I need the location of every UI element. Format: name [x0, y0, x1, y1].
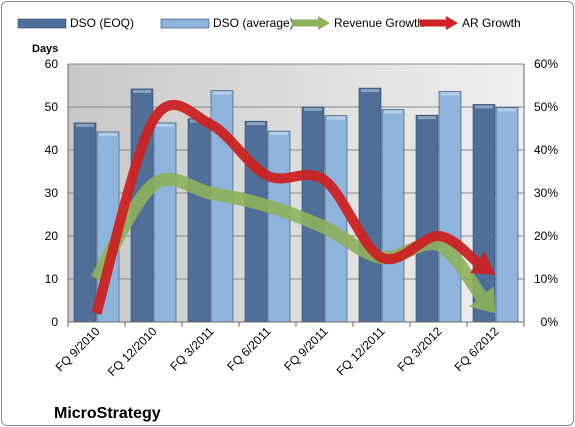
bar-highlight — [498, 108, 516, 112]
bar-dso-average — [495, 107, 519, 323]
bar-highlight — [156, 123, 174, 127]
y2-tick-label: 60% — [534, 57, 558, 71]
y2-tick-label: 0% — [541, 315, 559, 329]
legend-swatch-arrow — [420, 16, 458, 30]
chart-title: MicroStrategy — [54, 405, 161, 422]
bar-highlight — [133, 89, 151, 93]
y2-tick-label: 40% — [534, 143, 558, 157]
ar-growth-arrowhead — [469, 251, 496, 275]
revenue-growth-line — [90, 172, 487, 301]
legend-swatch-bar — [160, 18, 210, 29]
x-tick-label: FQ 9/2010 — [53, 324, 103, 374]
x-tick-label: FQ 9/2011 — [281, 324, 331, 374]
x-tick-label: FQ 6/2011 — [224, 324, 274, 374]
bar-dso-eoq — [244, 120, 268, 323]
bar-highlight — [441, 92, 459, 96]
legend-label: DSO (average) — [213, 16, 294, 30]
bar-dso-average — [153, 122, 177, 323]
legend-label: AR Growth — [462, 16, 521, 30]
x-tick-label: FQ 3/2011 — [167, 324, 217, 374]
x-tick-label: FQ 12/2010 — [105, 324, 160, 379]
bar-highlight — [247, 122, 265, 126]
y-tick-label: 10 — [45, 272, 59, 286]
bar-highlight — [270, 132, 288, 136]
y2-tick-label: 50% — [534, 100, 558, 114]
bar-highlight — [475, 105, 493, 109]
bar-highlight — [99, 132, 117, 136]
bar-dso-average — [324, 115, 348, 323]
bar-dso-eoq — [187, 118, 211, 323]
legend-swatch-bar — [17, 18, 67, 29]
y-tick-label: 50 — [45, 100, 59, 114]
legend: DSO (EOQ) DSO (average) Revenue Growth AR G… — [17, 16, 521, 30]
bar-dso-eoq — [358, 87, 382, 323]
bar-highlight — [76, 123, 94, 127]
bar-dso-eoq — [73, 122, 97, 323]
y-axis-title: Days — [32, 43, 58, 55]
growth-arrows — [90, 100, 496, 315]
revenue-growth-arrowhead — [469, 286, 496, 314]
legend-label: DSO (EOQ) — [70, 16, 134, 30]
bar-highlight — [327, 116, 345, 120]
bar-dso-average — [381, 109, 405, 323]
x-tick-label: FQ 6/2012 — [452, 324, 502, 374]
y-tick-label: 60 — [45, 57, 59, 71]
bar-highlight — [361, 89, 379, 93]
y-tick-label: 0 — [51, 315, 58, 329]
y2-tick-label: 20% — [534, 229, 558, 243]
bar-dso-average — [438, 91, 462, 323]
bar-dso-average — [267, 130, 291, 323]
legend-label: Revenue Growth — [334, 16, 424, 30]
bar-highlight — [304, 108, 322, 111]
y-tick-label: 40 — [45, 143, 59, 157]
y2-tick-label: 10% — [534, 272, 558, 286]
y-tick-label: 30 — [45, 186, 59, 200]
x-tick-label: FQ 3/2012 — [395, 324, 445, 374]
legend-swatch-arrow — [292, 16, 330, 30]
y2-tick-label: 30% — [534, 186, 558, 200]
bar-highlight — [418, 116, 436, 120]
bar-highlight — [384, 110, 402, 114]
bar-dso-eoq — [415, 114, 439, 323]
x-tick-label: FQ 12/2011 — [334, 324, 388, 378]
bar-highlight — [213, 91, 231, 95]
y-tick-label: 20 — [45, 229, 59, 243]
ar-growth-line — [91, 100, 481, 315]
